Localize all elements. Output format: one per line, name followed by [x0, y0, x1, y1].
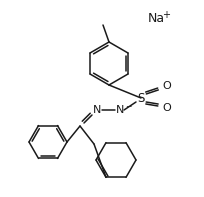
Text: +: +: [162, 10, 170, 20]
Text: N: N: [93, 105, 101, 115]
Text: Na: Na: [148, 11, 165, 24]
Text: O: O: [162, 81, 171, 91]
Text: S: S: [137, 91, 145, 104]
Text: −: −: [125, 102, 131, 112]
Text: N: N: [116, 105, 124, 115]
Text: O: O: [162, 103, 171, 113]
